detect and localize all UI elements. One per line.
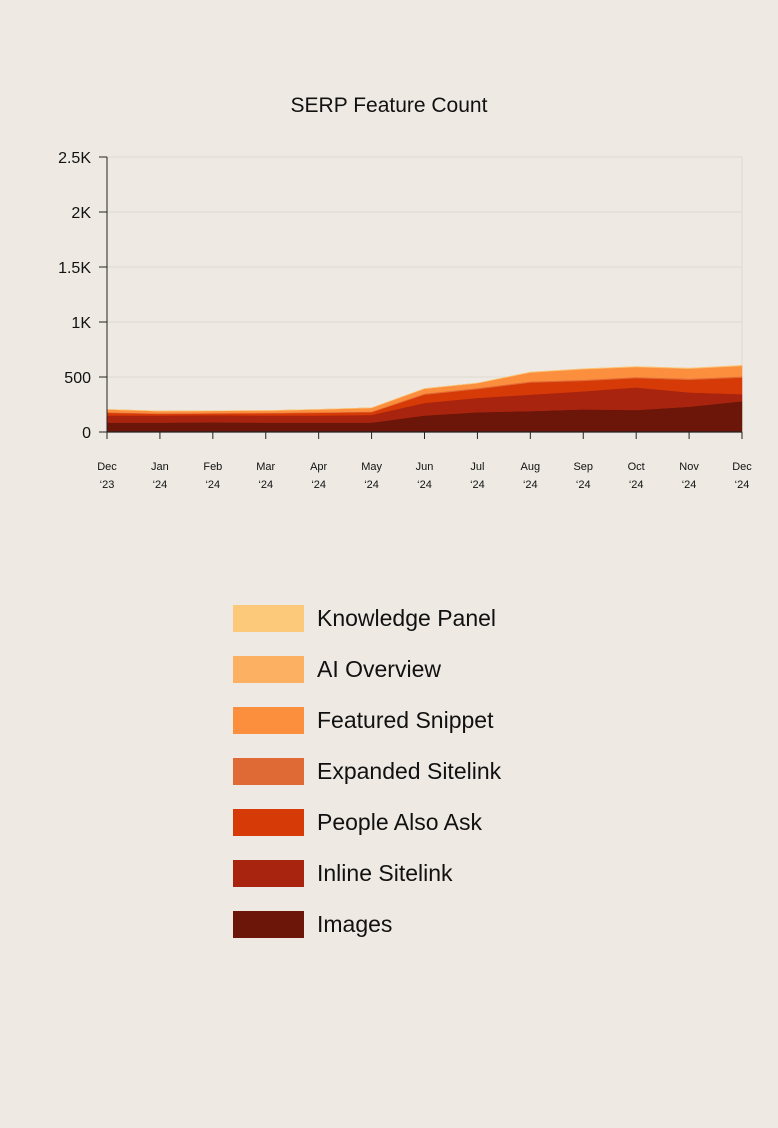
legend-item: People Also Ask	[233, 808, 501, 836]
x-tick-label-month: Jul	[470, 461, 484, 473]
legend-item: Expanded Sitelink	[233, 757, 501, 785]
x-axis: Dec ‘23 Jan ‘24 Feb ‘24 Mar ‘24 Apr ‘24 May ‘24 Jun ‘…	[97, 431, 752, 491]
legend-item: Inline Sitelink	[233, 859, 501, 887]
legend-swatch	[233, 655, 304, 683]
legend-label: Inline Sitelink	[317, 859, 453, 886]
x-tick-label-year: ‘24	[153, 479, 168, 491]
x-tick-label-year: ‘24	[205, 479, 220, 491]
legend-label: Images	[317, 910, 393, 937]
area-knowledge-panel	[106, 365, 743, 412]
legend-item: Images	[233, 910, 501, 938]
y-axis: 0 500 1K 1.5K 2K 2.5K	[58, 150, 108, 442]
x-tick-label-month: Oct	[628, 461, 645, 473]
x-tick-label-year: ‘24	[258, 479, 273, 491]
y-tick-label: 1.5K	[58, 260, 91, 277]
x-tick-label-month: May	[361, 461, 382, 473]
x-tick-label-month: Aug	[521, 461, 541, 473]
legend-label: People Also Ask	[317, 808, 482, 835]
x-tick-label-month: Sep	[573, 461, 593, 473]
legend-swatch	[233, 859, 304, 887]
legend-swatch	[233, 604, 304, 632]
x-tick-label-year: ‘24	[523, 479, 538, 491]
series-areas	[106, 365, 743, 433]
legend-swatch	[233, 910, 304, 938]
legend-label: Expanded Sitelink	[317, 757, 502, 784]
legend-label: AI Overview	[317, 655, 441, 682]
y-tick-label: 1K	[71, 315, 91, 332]
x-tick-label-month: Apr	[310, 461, 327, 473]
legend-label: Knowledge Panel	[317, 604, 497, 631]
legend: Knowledge Panel AI Overview Featured Sni…	[233, 604, 501, 961]
x-tick-label-year: ‘24	[629, 479, 644, 491]
legend-swatch	[233, 808, 304, 836]
chart-title: SERP Feature Count	[290, 94, 488, 117]
legend-item: Featured Snippet	[233, 706, 501, 734]
x-tick-label-month: Jun	[416, 461, 434, 473]
area-chart: 0 500 1K 1.5K 2K 2.5K Dec ‘23 Jan ‘24 Feb ‘24 Mar ‘2…	[58, 150, 752, 491]
x-tick-label-year: ‘24	[470, 479, 485, 491]
x-tick-label-month: Feb	[203, 461, 222, 473]
x-tick-label-year: ‘24	[735, 479, 750, 491]
x-tick-label-year: ‘24	[682, 479, 697, 491]
legend-item: Knowledge Panel	[233, 604, 501, 632]
y-tick-label: 2.5K	[58, 150, 91, 167]
x-tick-label-year: ‘24	[364, 479, 379, 491]
y-tick-label: 500	[64, 370, 91, 387]
x-tick-label-month: Jan	[151, 461, 169, 473]
x-tick-label-year: ‘24	[576, 479, 591, 491]
x-tick-label-month: Dec	[732, 461, 752, 473]
x-tick-label-month: Dec	[97, 461, 117, 473]
x-tick-label-year: ‘24	[311, 479, 326, 491]
legend-swatch	[233, 757, 304, 785]
x-tick-label-year: ‘24	[417, 479, 432, 491]
legend-swatch	[233, 706, 304, 734]
legend-item: AI Overview	[233, 655, 501, 683]
y-tick-label: 2K	[71, 205, 91, 222]
x-tick-label-year: ‘23	[100, 479, 115, 491]
x-tick-label-month: Nov	[679, 461, 699, 473]
y-tick-label: 0	[82, 425, 91, 442]
legend-label: Featured Snippet	[317, 706, 494, 733]
x-tick-label-month: Mar	[256, 461, 275, 473]
